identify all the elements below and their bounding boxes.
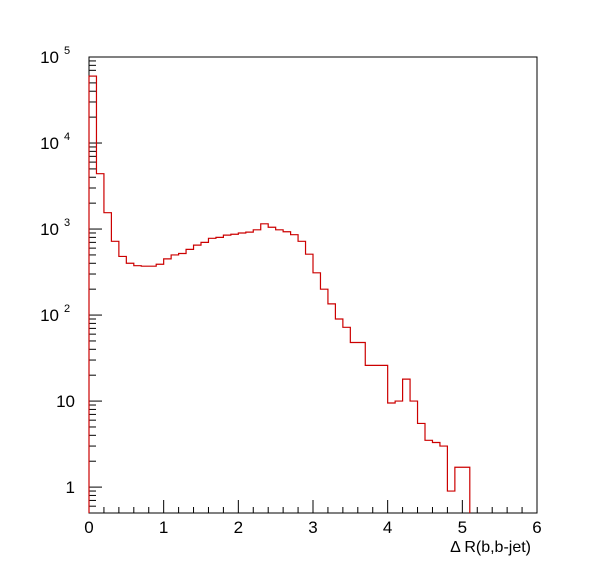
y-tick-label: 10 (40, 220, 59, 239)
plot-frame (88, 56, 538, 514)
y-tick-exponent: 4 (64, 131, 70, 143)
x-tick-label: 0 (84, 518, 93, 537)
y-tick-exponent: 2 (64, 303, 70, 315)
y-tick-label: 1 (66, 478, 75, 497)
x-tick-label: 5 (458, 518, 467, 537)
y-tick-label: 10 (40, 134, 59, 153)
y-tick-label: 10 (56, 392, 75, 411)
y-tick-label: 10 (40, 306, 59, 325)
y-tick-exponent: 3 (64, 217, 70, 229)
y-tick-exponent: 5 (64, 45, 70, 57)
x-tick-label: 1 (159, 518, 168, 537)
histogram-line (88, 75, 471, 513)
x-tick-label: 3 (308, 518, 317, 537)
x-axis-title: Δ R(b,b-jet) (450, 539, 531, 556)
x-axis: 0 1 2 3 4 5 6 (84, 500, 542, 537)
y-tick-label: 10 (40, 48, 59, 67)
y-axis: 1 10 10 2 10 3 10 4 10 5 (40, 45, 102, 514)
x-tick-label: 4 (383, 518, 392, 537)
x-tick-label: 6 (532, 518, 541, 537)
x-tick-label: 2 (234, 518, 243, 537)
